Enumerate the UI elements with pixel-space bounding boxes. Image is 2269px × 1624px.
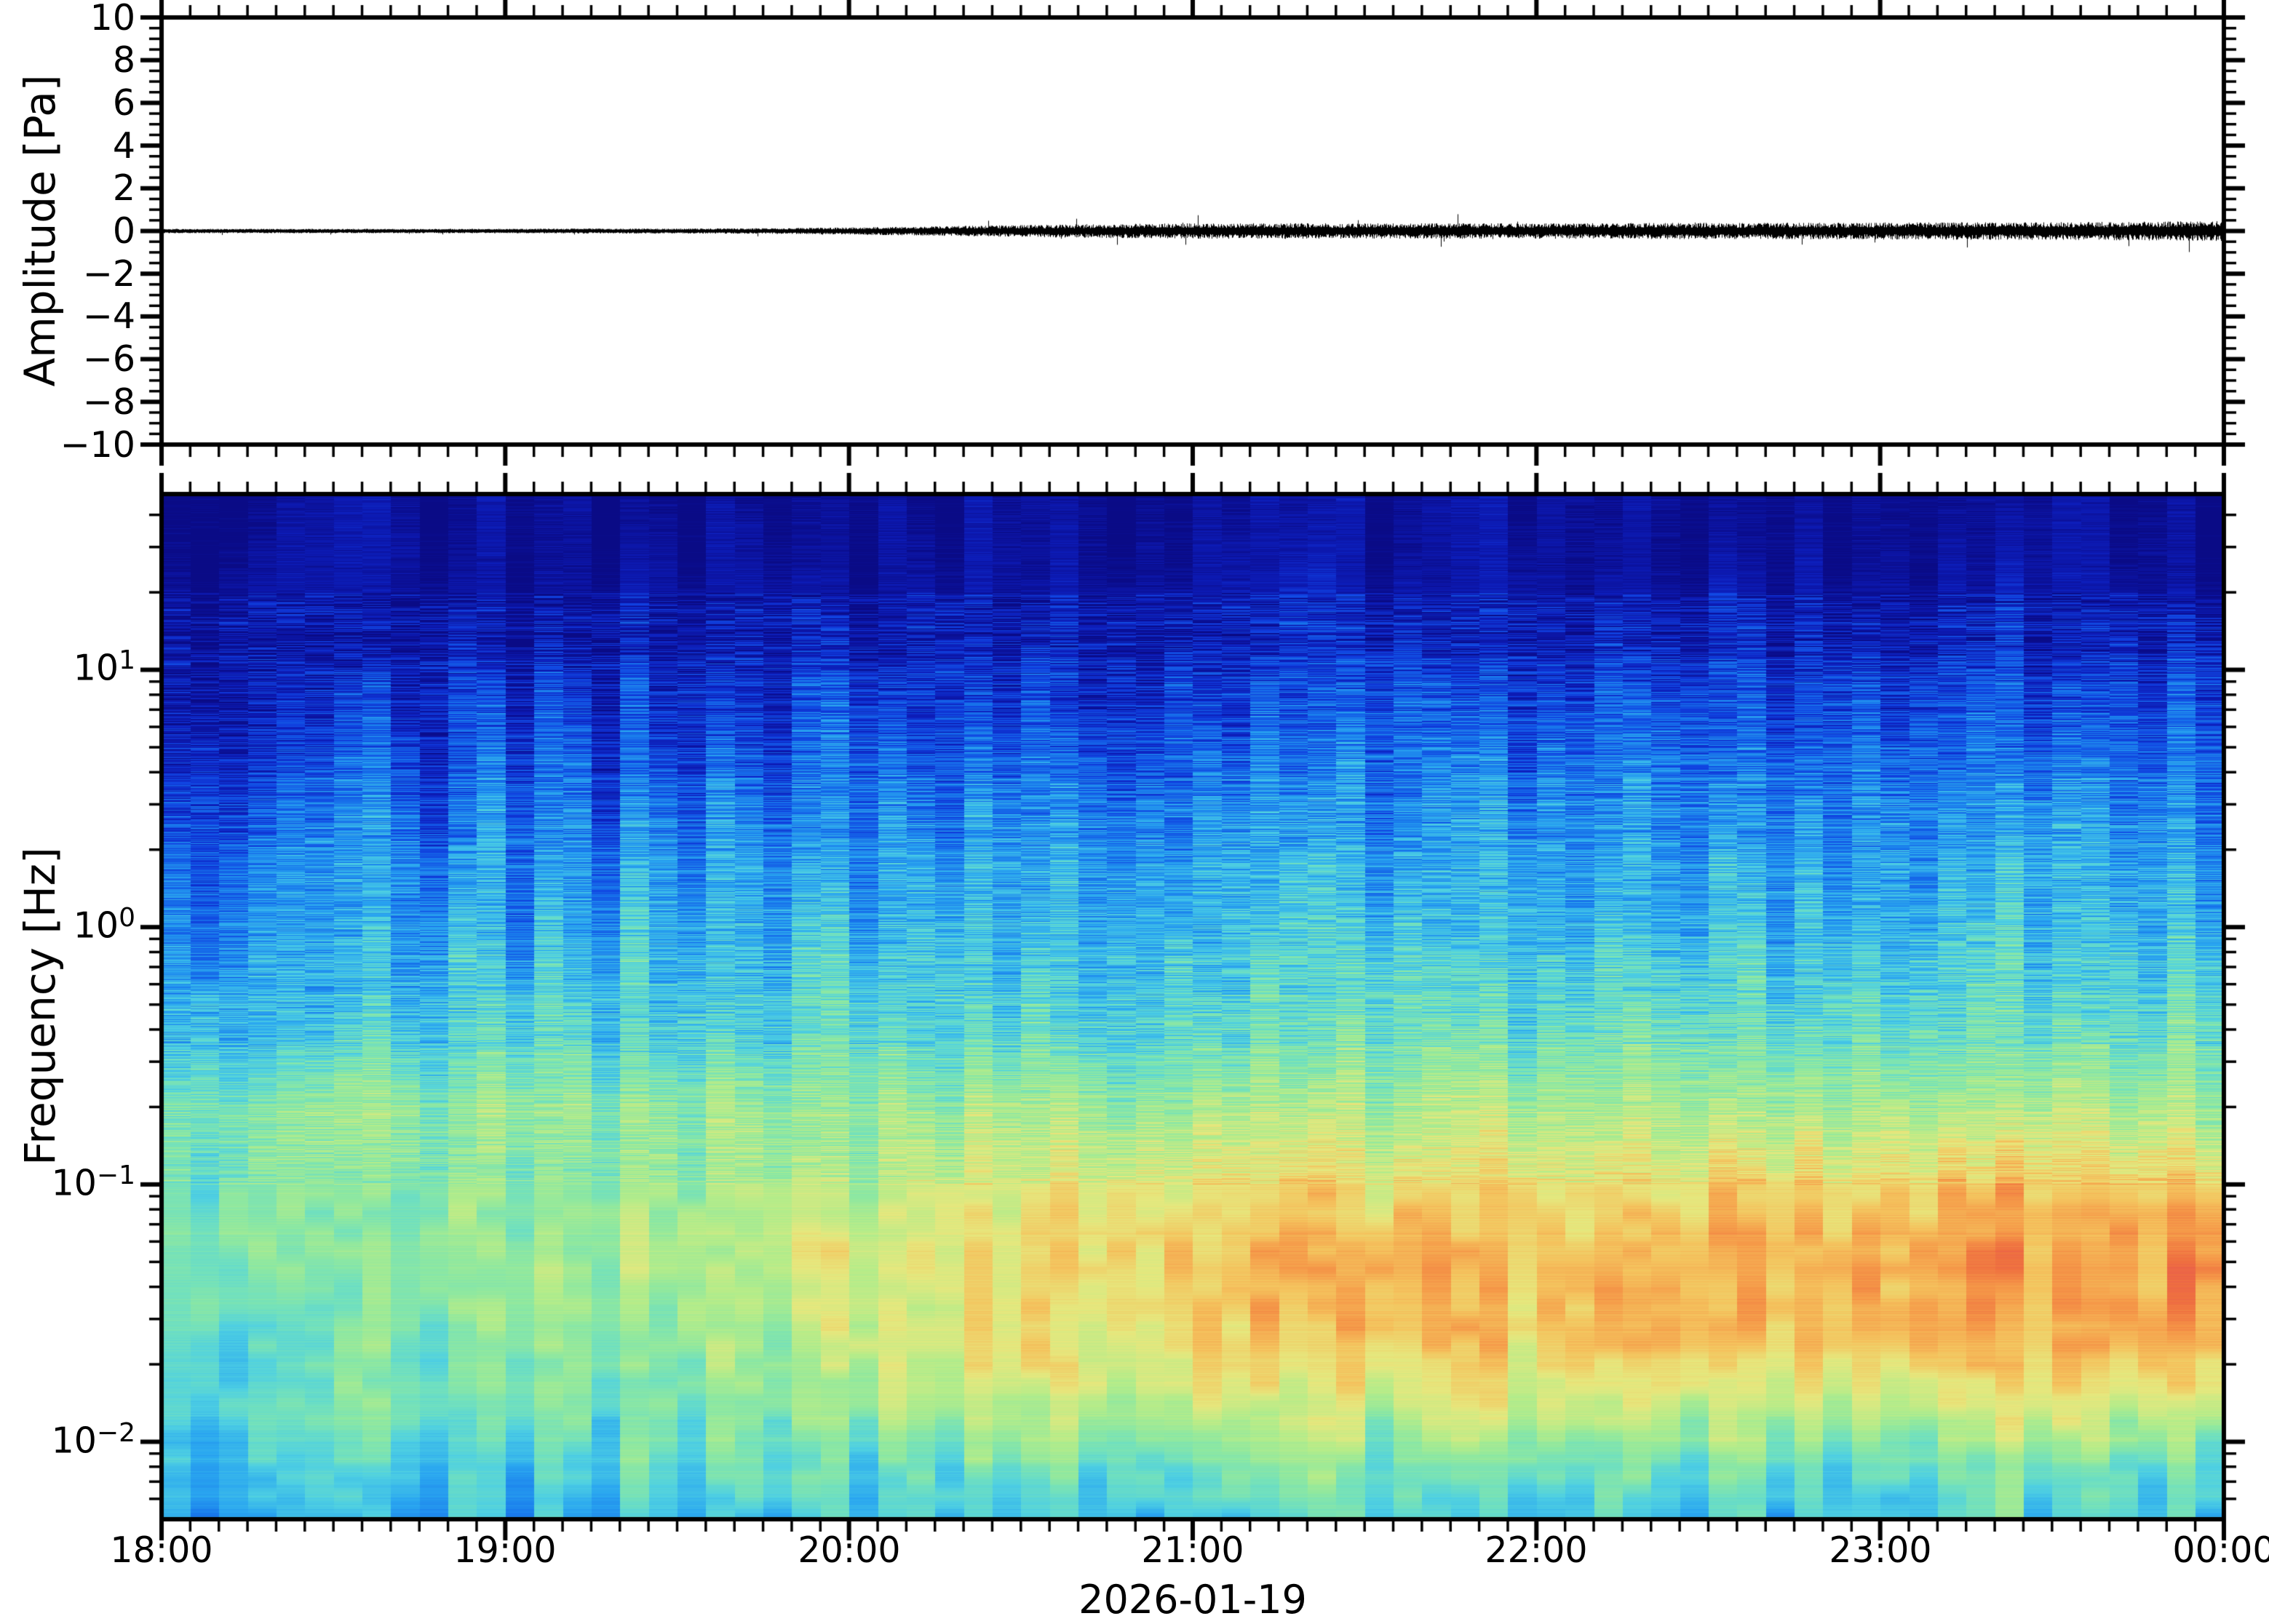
amp-tick-label: 4 <box>112 125 135 167</box>
freq-tick-label: 101 <box>0 645 135 689</box>
amp-tick-label: 2 <box>112 167 135 209</box>
freq-tick-label: 10−1 <box>0 1161 135 1201</box>
freq-tick-base: 10 <box>51 1420 97 1462</box>
time-tick-label: 20:00 <box>798 1529 901 1571</box>
amp-tick-label: −10 <box>60 424 135 466</box>
amp-tick-label: −6 <box>82 338 135 380</box>
freq-tick-base: 10 <box>51 1162 97 1204</box>
amp-tick-label: −4 <box>82 295 135 337</box>
freq-tick-base: 10 <box>73 904 119 947</box>
freq-tick-exponent: 0 <box>119 903 135 933</box>
time-tick-label: 23:00 <box>1829 1529 1932 1571</box>
amp-tick-label: −8 <box>82 381 135 423</box>
amp-tick-label: 8 <box>112 39 135 81</box>
time-tick-label: 00:00 <box>2172 1529 2269 1571</box>
amp-tick-label: 0 <box>112 210 135 252</box>
freq-tick-label: 100 <box>0 903 135 947</box>
amp-tick-label: −2 <box>82 253 135 295</box>
time-tick-label: 19:00 <box>453 1529 557 1571</box>
freq-tick-exponent: 1 <box>119 645 135 675</box>
freq-tick-label: 10−2 <box>0 1418 135 1462</box>
time-tick-label: 18:00 <box>110 1529 213 1571</box>
freq-tick-base: 10 <box>73 647 119 689</box>
freq-tick-exponent: −1 <box>96 1161 135 1190</box>
amp-tick-label: 6 <box>112 82 135 124</box>
amp-tick-label: 10 <box>90 0 135 39</box>
time-tick-label: 21:00 <box>1141 1529 1244 1571</box>
freq-tick-exponent: −2 <box>96 1418 135 1448</box>
spectrogram-ylabel: Frequency [Hz] <box>15 847 65 1166</box>
time-tick-label: 22:00 <box>1485 1529 1588 1571</box>
date-axis-label: 2026-01-19 <box>1078 1577 1307 1623</box>
